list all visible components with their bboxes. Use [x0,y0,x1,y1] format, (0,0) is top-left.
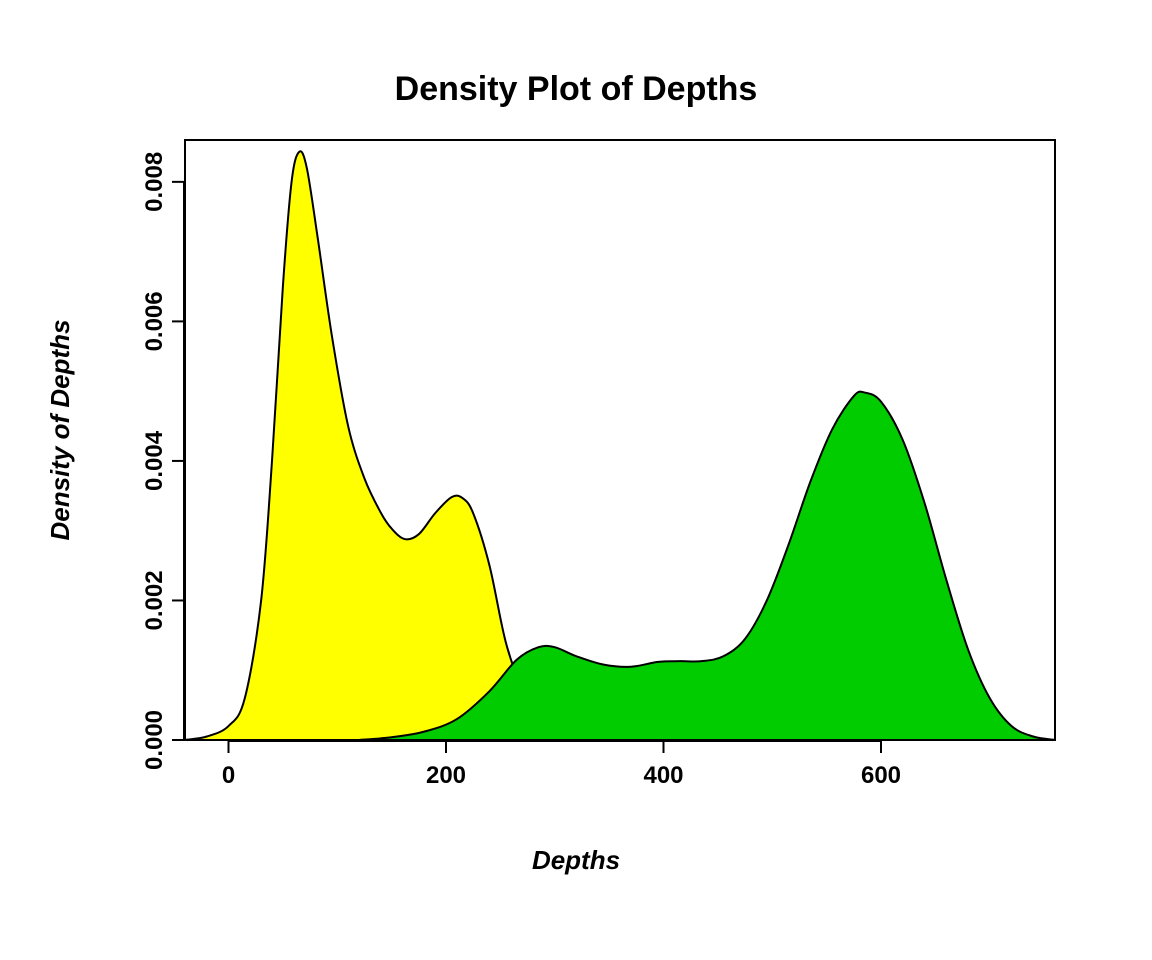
x-tick-label: 400 [643,762,683,789]
x-tick-label: 600 [861,762,901,789]
density-chart: Density Plot of Depths 0200400600 0.0000… [0,0,1152,960]
y-tick-label: 0.006 [141,291,168,351]
y-tick-label: 0.002 [141,570,168,630]
y-axis: 0.000 0.002 0.004 0.006 0.008 [141,152,184,770]
x-tick-label: 0 [222,762,235,789]
y-tick-label: 0.008 [141,152,168,212]
x-tick-label: 200 [426,762,466,789]
y-tick-label: 0.000 [141,710,168,770]
x-axis: 0 200 400 600 [222,741,901,789]
y-axis-label: Density of Depths [45,300,76,560]
chart-svg: 0 200 400 600 0.000 0.002 0.004 0.006 0.008 [0,0,1152,960]
yellow-density [185,151,816,740]
x-axis-label: Depths [0,845,1152,876]
y-tick-label: 0.004 [141,430,168,491]
density-series [185,151,1055,740]
